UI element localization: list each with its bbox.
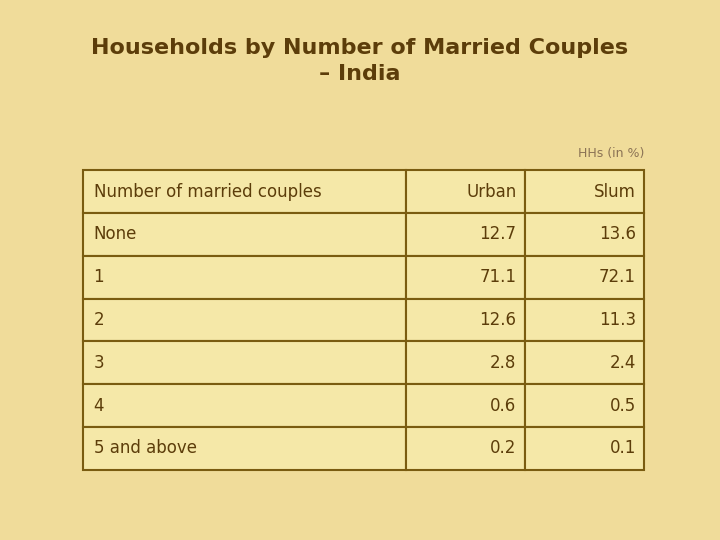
Bar xyxy=(525,384,644,427)
Bar xyxy=(406,384,525,427)
Text: 4: 4 xyxy=(94,396,104,415)
Text: HHs (in %): HHs (in %) xyxy=(578,147,644,160)
Text: 1: 1 xyxy=(94,268,104,286)
Bar xyxy=(525,341,644,384)
Text: 3: 3 xyxy=(94,354,104,372)
Text: 0.6: 0.6 xyxy=(490,396,516,415)
Bar xyxy=(83,170,406,213)
Bar xyxy=(83,256,406,299)
Bar xyxy=(406,427,525,470)
Text: Households by Number of Married Couples
– India: Households by Number of Married Couples … xyxy=(91,38,629,84)
Text: 0.5: 0.5 xyxy=(610,396,636,415)
Bar xyxy=(525,299,644,341)
Text: 5 and above: 5 and above xyxy=(94,440,197,457)
Text: 2.8: 2.8 xyxy=(490,354,516,372)
Text: 12.6: 12.6 xyxy=(480,311,516,329)
Text: 12.7: 12.7 xyxy=(480,225,516,244)
Text: 72.1: 72.1 xyxy=(599,268,636,286)
Text: 13.6: 13.6 xyxy=(599,225,636,244)
Text: 11.3: 11.3 xyxy=(598,311,636,329)
Text: 71.1: 71.1 xyxy=(480,268,516,286)
Bar xyxy=(525,213,644,256)
Bar xyxy=(83,427,406,470)
Bar xyxy=(525,170,644,213)
Bar xyxy=(406,299,525,341)
Bar xyxy=(406,256,525,299)
Text: Urban: Urban xyxy=(466,183,516,200)
Bar xyxy=(83,384,406,427)
Bar xyxy=(83,299,406,341)
Text: 2: 2 xyxy=(94,311,104,329)
Bar xyxy=(406,170,525,213)
Bar xyxy=(83,341,406,384)
Text: Slum: Slum xyxy=(594,183,636,200)
Bar xyxy=(525,427,644,470)
Text: None: None xyxy=(94,225,137,244)
Text: 2.4: 2.4 xyxy=(609,354,636,372)
Text: Number of married couples: Number of married couples xyxy=(94,183,321,200)
Bar xyxy=(83,213,406,256)
Bar xyxy=(406,213,525,256)
Text: 0.2: 0.2 xyxy=(490,440,516,457)
Text: 0.1: 0.1 xyxy=(609,440,636,457)
Bar xyxy=(406,341,525,384)
Bar xyxy=(525,256,644,299)
